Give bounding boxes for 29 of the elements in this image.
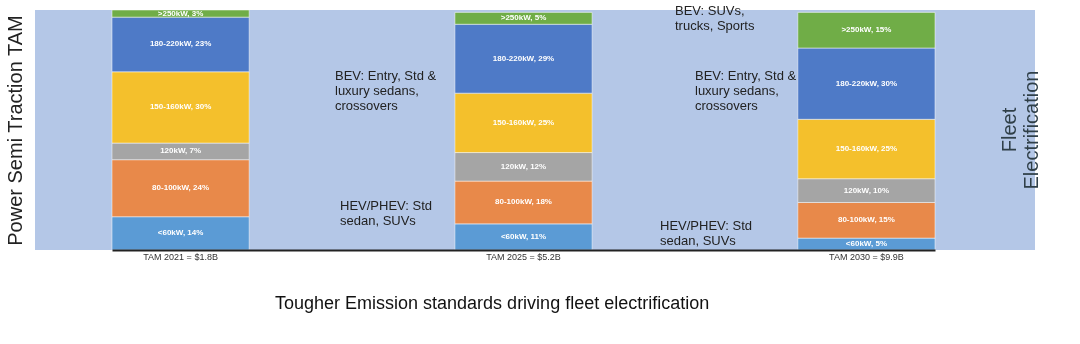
data-label: 150-160kW, 25% (835, 144, 898, 154)
x-tick-label: TAM 2021 = $1.8B (143, 251, 218, 262)
data-label: 120kW, 7% (160, 146, 202, 156)
y-axis-title: Power Semi Traction TAM (3, 15, 26, 246)
data-label: <60kW, 5% (845, 239, 887, 249)
x-tick-label: TAM 2030 = $9.9B (829, 251, 904, 262)
data-label: 80-100kW, 24% (152, 183, 210, 193)
data-label: 180-220kW, 23% (149, 39, 212, 49)
data-label: 150-160kW, 30% (149, 102, 212, 112)
data-label: <60kW, 11% (500, 231, 547, 241)
data-label: 180-220kW, 29% (492, 53, 555, 63)
annotation: BEV: SUVs, trucks, Sports (675, 3, 755, 33)
text: Tougher Emission standards driving fleet electrification (275, 293, 710, 313)
data-label: 180-220kW, 30% (835, 78, 898, 88)
annotation: BEV: Entry, Std & luxury sedans, crossovers (695, 68, 797, 113)
data-label: >250kW, 5% (500, 13, 547, 23)
x-tick-label: TAM 2025 = $5.2B (486, 251, 561, 262)
data-label: 80-100kW, 15% (837, 215, 895, 225)
annotation: HEV/PHEV: Std sedan, SUVs (340, 198, 432, 228)
annotation: BEV: Entry, Std & luxury sedans, crossovers (335, 68, 437, 113)
data-label: 120kW, 10% (843, 185, 890, 195)
data-label: <60kW, 14% (157, 228, 204, 238)
data-label: >250kW, 3% (157, 8, 204, 18)
data-label: 120kW, 12% (500, 161, 547, 171)
annotation: HEV/PHEV: Std sedan, SUVs (660, 218, 752, 248)
data-label: 80-100kW, 18% (495, 197, 552, 207)
data-label: >250kW, 15% (841, 25, 892, 35)
data-label: 150-160kW, 25% (492, 117, 555, 127)
annotation: Fleet Electrification (998, 70, 1042, 190)
